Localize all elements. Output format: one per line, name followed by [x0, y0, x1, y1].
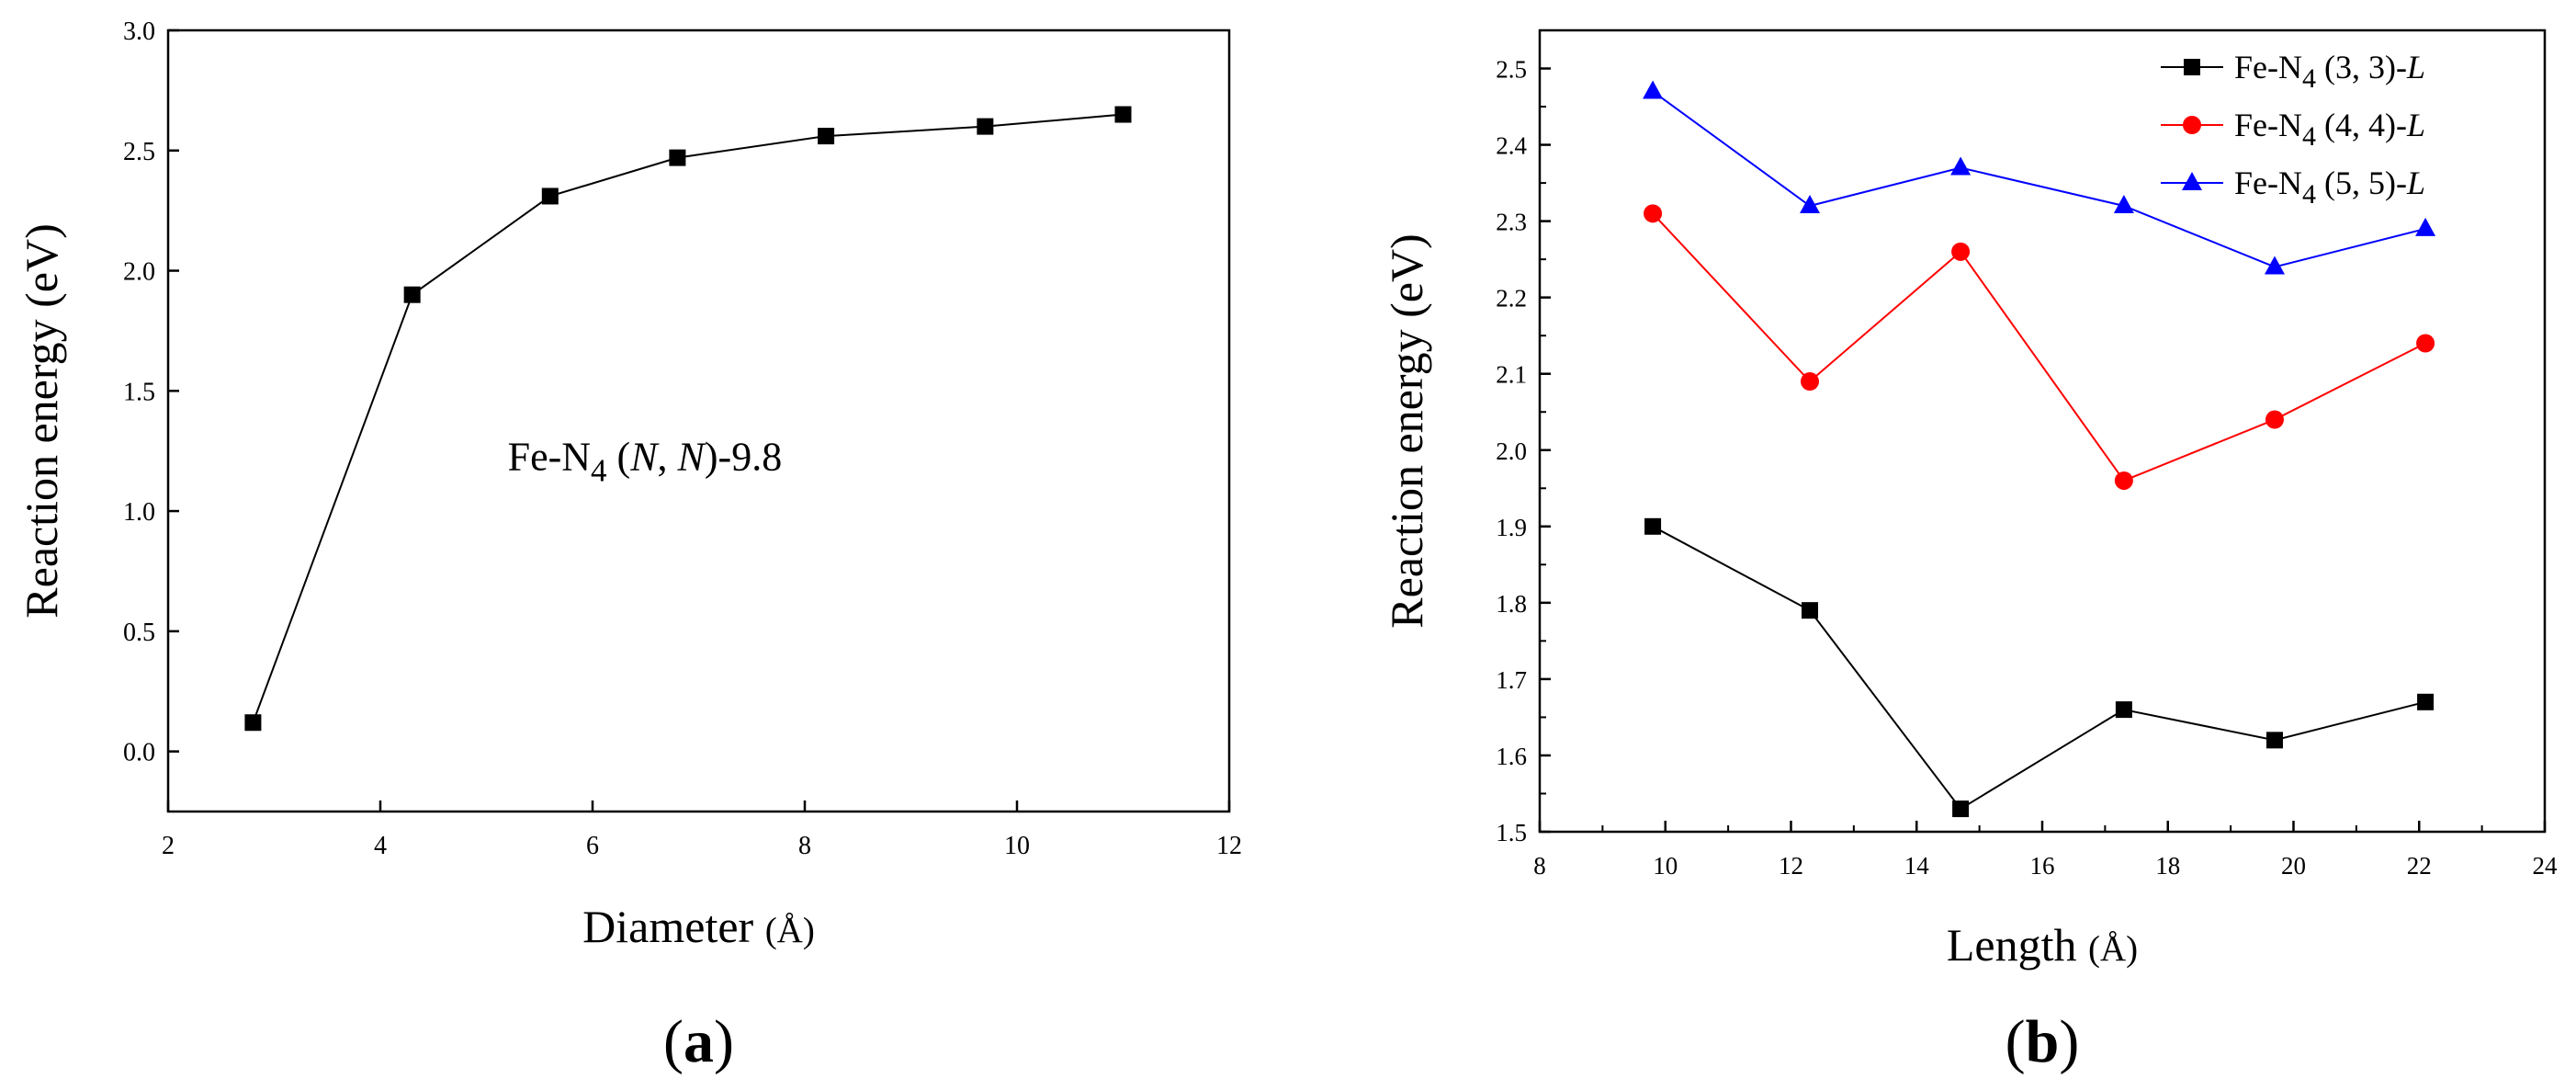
y-tick-label: 1.5	[123, 378, 155, 406]
x-tick-label: 4	[374, 832, 387, 860]
series-2	[1643, 80, 2436, 275]
data-point	[2115, 701, 2132, 719]
y-tick-label: 2.5	[123, 138, 155, 166]
legend-marker	[2182, 172, 2202, 190]
series-line	[1652, 90, 2426, 268]
chart-panel-a: 2 4 6 8 10 12 0.0 0.5 1.0 1.5 2.0 2.5 3.0 Diameter (Å…	[16, 17, 1242, 1075]
data-point	[1644, 204, 1663, 223]
data-point	[1802, 602, 1819, 619]
y-tick-label: 0.5	[123, 619, 155, 647]
x-tick-label: 14	[1904, 852, 1930, 880]
data-point	[818, 128, 835, 145]
x-tick-label: 10	[1653, 852, 1678, 880]
legend-label: Fe-N4 (3, 3)-L	[2234, 49, 2425, 94]
data-point	[977, 118, 994, 135]
legend: Fe-N4 (3, 3)-L Fe-N4 (4, 4)-L Fe-N4 (5, 5)…	[2161, 49, 2425, 210]
x-tick-label: 8	[798, 832, 811, 860]
x-tick-label: 2	[162, 832, 175, 860]
y-tick-label: 3.0	[123, 17, 155, 46]
data-point	[669, 149, 686, 166]
y-tick-label: 1.0	[123, 498, 155, 527]
data-point	[1950, 156, 1972, 176]
data-point	[1644, 517, 1662, 535]
data-point	[403, 286, 421, 303]
legend-marker	[2183, 116, 2201, 134]
y-tick-label: 2.2	[1496, 285, 1527, 312]
legend-label: Fe-N4 (5, 5)-L	[2234, 165, 2425, 210]
data-point	[1800, 195, 1821, 214]
panel-label: (b)	[2005, 1008, 2080, 1075]
y-tick-label: 2.5	[1496, 56, 1527, 84]
x-tick-label: 22	[2407, 852, 2432, 880]
data-point	[541, 187, 559, 205]
chart-panel-b: 8 10 12 14 16 18 20 22 24 1.5 1.6 1.7 1.8 1.9 2.0 2.1 2.…	[1381, 28, 2559, 1075]
legend-marker	[2184, 59, 2200, 75]
y-tick-label: 1.9	[1496, 514, 1527, 541]
data-point	[2415, 217, 2436, 236]
y-tick-label: 2.0	[123, 258, 155, 287]
data-point	[2264, 255, 2285, 275]
series-line	[1652, 212, 2426, 483]
x-tick-label: 20	[2281, 852, 2306, 880]
y-tick-label: 0.0	[123, 739, 155, 767]
x-tick-label: 8	[1533, 852, 1546, 880]
data-point	[1952, 800, 1970, 818]
y-tick-label: 1.7	[1496, 666, 1527, 694]
y-axis-label: Reaction energy (eV)	[1381, 233, 1432, 628]
data-point	[1643, 80, 1664, 99]
data-point	[2417, 693, 2435, 710]
x-axis-label: Diameter (Å)	[582, 901, 815, 952]
x-tick-label: 18	[2155, 852, 2180, 880]
x-tick-label: 24	[2533, 852, 2559, 880]
legend-label: Fe-N4 (4, 4)-L	[2234, 107, 2425, 152]
x-tick-label: 12	[1779, 852, 1803, 880]
data-point	[2113, 195, 2134, 214]
plot-frame	[1538, 28, 2547, 834]
series-0	[244, 106, 1132, 732]
y-tick-label: 1.8	[1496, 590, 1527, 618]
data-point	[1951, 242, 1971, 261]
x-tick-label: 6	[586, 832, 599, 860]
y-axis-label: Reaction energy (eV)	[16, 223, 67, 618]
x-tick-label: 10	[1004, 832, 1030, 860]
x-tick-label: 12	[1216, 832, 1242, 860]
data-point	[1801, 372, 1820, 392]
series-line	[252, 113, 1124, 723]
y-tick-label: 2.3	[1496, 209, 1527, 236]
y-tick-label: 1.6	[1496, 743, 1527, 770]
series-0	[1644, 517, 2435, 818]
data-point	[2265, 732, 2283, 749]
series-line	[1652, 525, 2426, 811]
annotation-label: Fe-N4 (N, N)-9.8	[508, 435, 783, 489]
y-tick-label: 1.5	[1496, 819, 1527, 846]
data-point	[244, 714, 262, 732]
data-point	[2114, 471, 2133, 490]
data-point	[1114, 106, 1132, 123]
y-tick-label: 2.4	[1496, 132, 1527, 160]
y-tick-label: 2.0	[1496, 437, 1527, 465]
x-tick-label: 16	[2030, 852, 2055, 880]
x-axis-label: Length (Å)	[1947, 919, 2138, 971]
series-1	[1644, 204, 2435, 490]
data-point	[2416, 334, 2435, 353]
data-point	[2265, 410, 2284, 429]
y-tick-label: 2.1	[1496, 361, 1527, 389]
panel-label: (a)	[663, 1008, 734, 1075]
plot-frame	[166, 28, 1231, 813]
